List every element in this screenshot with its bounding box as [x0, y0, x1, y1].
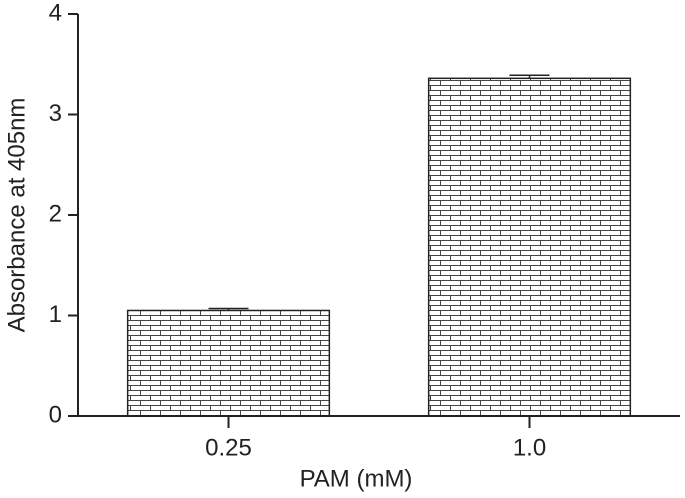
bar: [126, 309, 331, 417]
y-tick-label: 0: [49, 401, 62, 428]
y-tick-label: 2: [49, 200, 62, 227]
bar: [427, 77, 632, 417]
y-tick-label: 1: [49, 301, 62, 328]
y-axis-label: Absorbance at 405nm: [3, 98, 30, 333]
x-axis-label: PAM (mM): [300, 465, 413, 492]
y-tick-label: 3: [49, 100, 62, 127]
x-tick-label: 1.0: [513, 434, 546, 461]
y-tick-label: 4: [49, 0, 62, 26]
x-tick-label: 0.25: [205, 434, 252, 461]
